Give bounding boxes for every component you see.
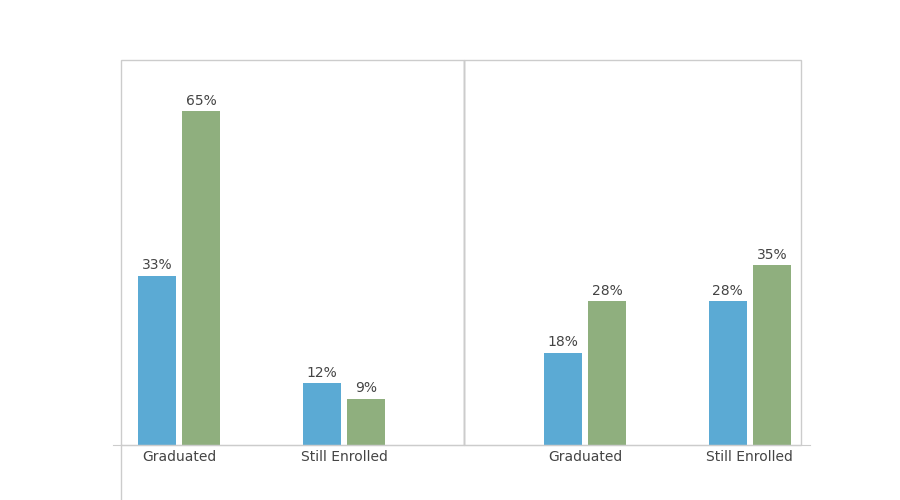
- Text: 12%: 12%: [306, 366, 338, 380]
- Bar: [708, 302, 747, 445]
- Bar: [753, 266, 791, 445]
- Bar: [302, 384, 341, 445]
- Text: 28%: 28%: [712, 284, 742, 298]
- Bar: [544, 352, 581, 445]
- Bar: [588, 302, 626, 445]
- Text: 28%: 28%: [591, 284, 623, 298]
- Bar: [122, 60, 464, 445]
- Legend: Had Developmental Education, No Developmental Education: Had Developmental Education, No Developm…: [202, 498, 720, 500]
- Bar: [138, 276, 176, 445]
- Bar: [347, 399, 385, 445]
- Text: 35%: 35%: [757, 248, 788, 262]
- Text: 18%: 18%: [547, 335, 578, 349]
- Text: 33%: 33%: [141, 258, 172, 272]
- Bar: [464, 60, 801, 445]
- Text: 9%: 9%: [356, 381, 377, 395]
- Text: 65%: 65%: [186, 94, 217, 108]
- Bar: [182, 112, 220, 445]
